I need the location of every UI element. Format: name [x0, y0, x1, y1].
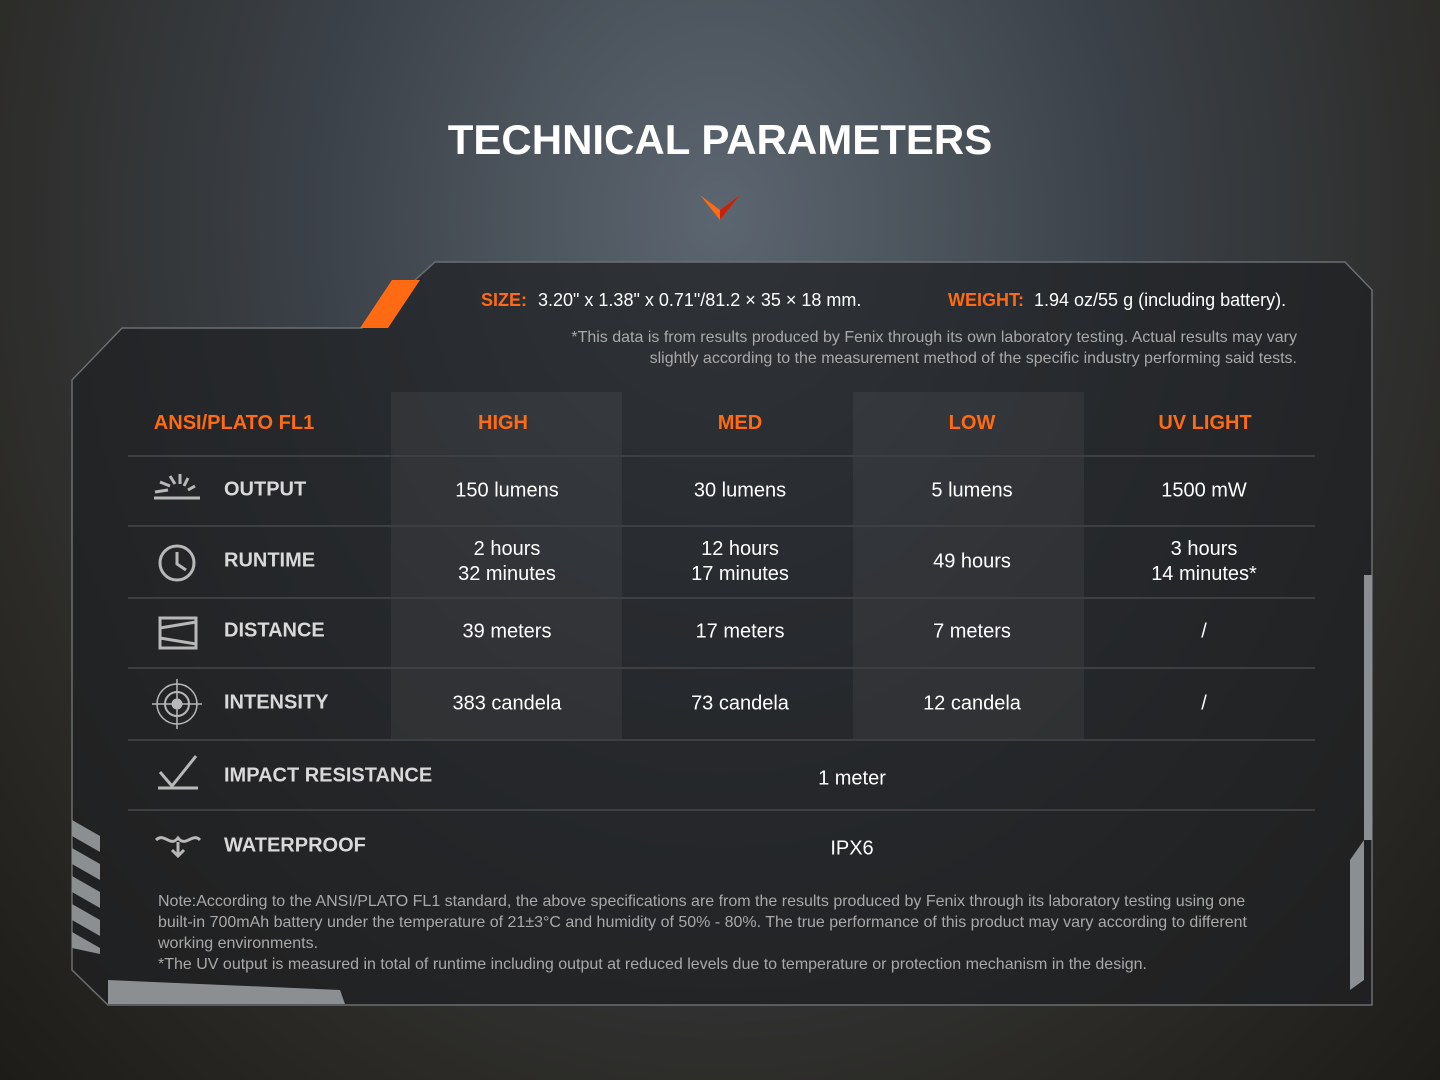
cell-line: 383 candela [452, 692, 562, 715]
cell-line: / [1201, 620, 1207, 643]
cell-line: 14 minutes* [1151, 563, 1257, 585]
cell-line: 5 lumens [931, 479, 1013, 502]
size-value: 3.20" x 1.38" x 0.71"/81.2 × 35 × 18 mm. [538, 290, 862, 310]
cell-line: 7 meters [933, 620, 1011, 643]
cell: 12 candela [923, 692, 1021, 717]
disclaimer-line: slightly according to the measurement me… [649, 350, 1297, 367]
cell: 30 lumens [694, 479, 786, 504]
cell-line: 73 candela [691, 692, 789, 715]
cell: / [1201, 620, 1207, 645]
cell: 5 lumens [931, 479, 1012, 504]
column-header: UV LIGHT [1158, 412, 1252, 434]
note-line: built-in 700mAh battery under the temper… [158, 914, 1247, 931]
note-line: Note:According to the ANSI/PLATO FL1 sta… [158, 893, 1246, 910]
row-label: DISTANCE [224, 619, 325, 642]
cell-line: 12 candela [923, 692, 1021, 715]
weight-value: 1.94 oz/55 g (including battery). [1034, 290, 1287, 310]
row-label: IMPACT RESISTANCE [224, 764, 433, 787]
column-header: HIGH [478, 412, 528, 434]
cell-line: 150 lumens [455, 479, 559, 502]
cell: 7 meters [933, 620, 1011, 645]
cell: 3 hours 14 minutes* [1151, 537, 1257, 587]
cell-line: 30 lumens [693, 479, 787, 502]
size-label: SIZE: [481, 290, 528, 310]
cell-line: 2 hours [473, 538, 541, 560]
row-label: WATERPROOF [224, 834, 366, 857]
cell-line: / [1201, 692, 1207, 715]
cell-line: 12 hours [701, 538, 779, 560]
cell: 383 candela [453, 692, 562, 717]
cell-line: 32 minutes [458, 563, 556, 585]
column-header: MED [717, 412, 763, 434]
row-label: OUTPUT [224, 478, 307, 501]
note-line: working environments. [158, 935, 319, 952]
cell: 2 hours 32 minutes [458, 537, 556, 587]
cell: 1500 mW [1161, 479, 1247, 504]
cell-line: 49 hours [933, 550, 1011, 573]
cell: 73 candela [691, 692, 789, 717]
cell-line: 1500 mW [1161, 479, 1247, 502]
cell-line: 3 hours [1170, 538, 1238, 560]
column-header: ANSI/PLATO FL1 [153, 412, 315, 434]
cell: 150 lumens [455, 479, 558, 504]
cell: 17 meters [696, 620, 785, 645]
column-header: LOW [948, 412, 996, 434]
disclaimer-line: *This data is from results produced by F… [571, 329, 1297, 346]
note-line: *The UV output is measured in total of r… [158, 956, 1147, 973]
merged-cell: IPX6 [830, 837, 874, 860]
row-label: RUNTIME [224, 549, 316, 572]
cell-line: 39 meters [462, 620, 552, 643]
title: TECHNICAL PARAMETERS [447, 116, 993, 163]
cell-line: 17 meters [695, 620, 785, 643]
weight-label: WEIGHT: [948, 290, 1024, 310]
cell: 12 hours 17 minutes [691, 537, 789, 587]
cell: / [1201, 692, 1207, 717]
merged-cell: 1 meter [818, 767, 886, 790]
cell: 39 meters [463, 620, 552, 645]
cell-line: 17 minutes [691, 563, 789, 585]
row-label: INTENSITY [224, 691, 329, 714]
cell: 49 hours [933, 550, 1011, 575]
